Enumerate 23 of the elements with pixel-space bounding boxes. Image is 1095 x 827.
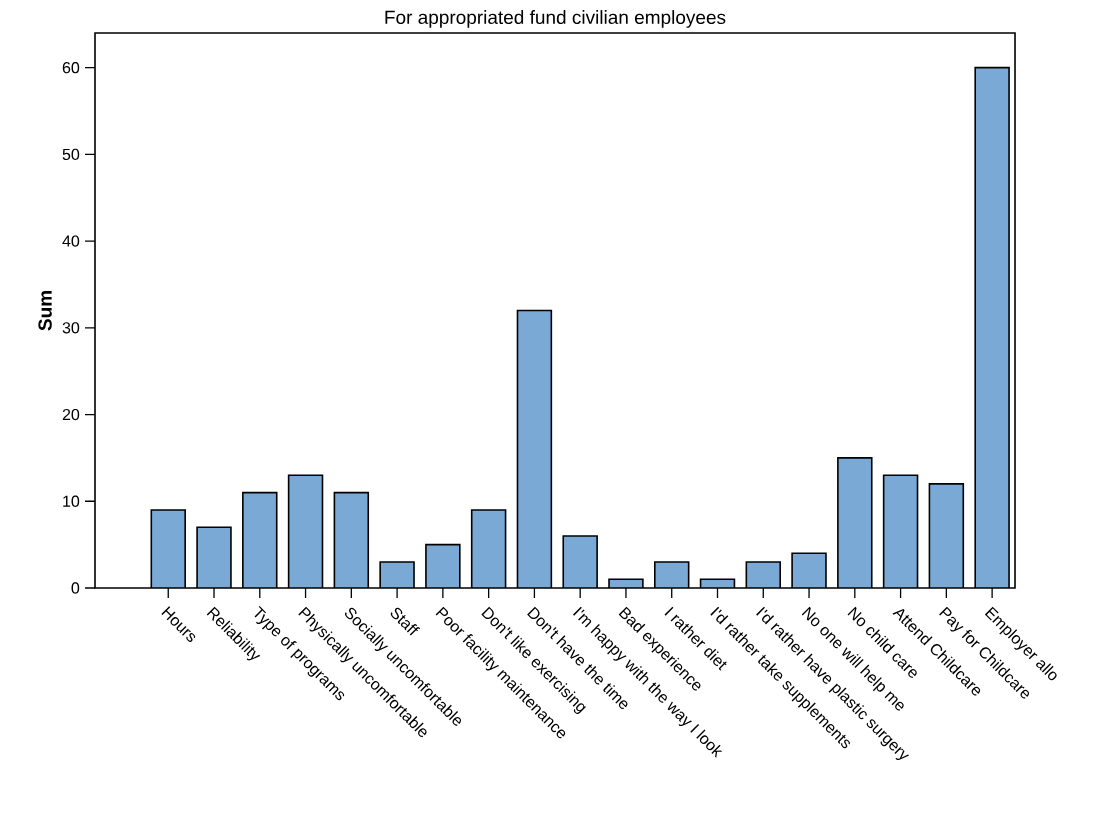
- bar: [242, 492, 277, 588]
- bar: [792, 553, 826, 588]
- y-tick-label: 0: [71, 582, 80, 594]
- y-tick-label: 10: [63, 495, 80, 507]
- chart-title: For appropriated fund civilian employees: [385, 10, 726, 28]
- bar: [471, 509, 506, 588]
- bar: [151, 509, 186, 588]
- bar: [197, 527, 231, 588]
- y-axis-title: Sum: [38, 291, 52, 331]
- bar: [929, 483, 964, 588]
- bar: [334, 492, 369, 588]
- bar: [425, 544, 460, 588]
- bar: [288, 475, 323, 588]
- bar: [883, 475, 918, 588]
- y-tick-label: 60: [62, 62, 80, 74]
- bar: [517, 310, 552, 588]
- bar: [563, 535, 598, 588]
- bar: [837, 457, 872, 588]
- bar: [974, 66, 1010, 588]
- y-tick-label: 30: [62, 322, 80, 334]
- y-tick-label: 40: [62, 235, 80, 247]
- y-tick-label: 50: [62, 148, 80, 161]
- y-tick-label: 20: [62, 408, 80, 421]
